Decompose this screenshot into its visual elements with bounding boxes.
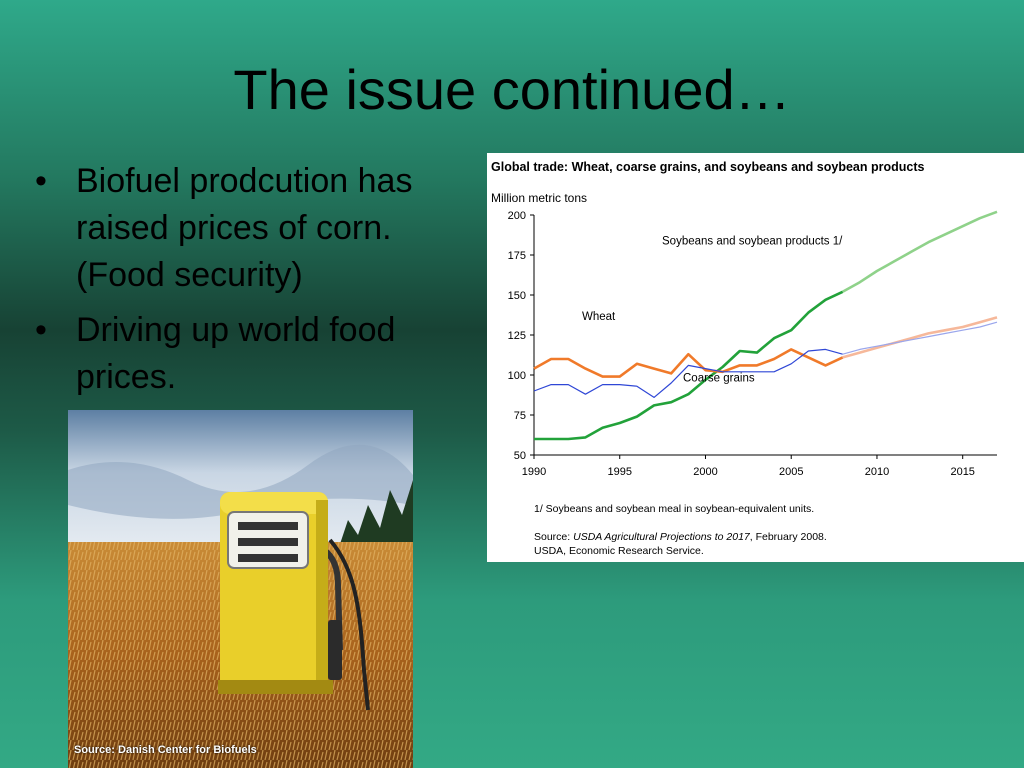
chart-title: Global trade: Wheat, coarse grains, and … — [491, 160, 924, 174]
bullet-list: • Biofuel prodcution has raised prices o… — [28, 158, 488, 409]
x-tick-label: 2000 — [693, 466, 717, 478]
chart-lines — [533, 210, 998, 441]
series-line-projection — [842, 316, 998, 359]
y-tick-label: 150 — [508, 290, 526, 302]
y-axis-label: Million metric tons — [491, 191, 587, 205]
chart-source-org: USDA, Economic Research Service. — [534, 545, 704, 557]
x-tick-label: 2015 — [950, 466, 974, 478]
x-tick-label: 2005 — [779, 466, 803, 478]
x-tick-label: 1995 — [607, 466, 631, 478]
series-label: Soybeans and soybean products 1/ — [662, 236, 843, 248]
bullet-dot: • — [35, 311, 47, 349]
chart-axes: 50 75 100 125 150 175 200 1990 1995 2000 2005 2010 2… — [508, 210, 997, 478]
slide-title: The issue continued… — [233, 58, 791, 121]
chart-footnote: 1/ Soybeans and soybean meal in soybean-… — [534, 503, 814, 515]
fuel-pump-photo: Source: Danish Center for Biofuels — [68, 410, 413, 768]
bullet-item: • Driving up world food prices. — [28, 307, 488, 401]
x-tick-label: 1990 — [522, 466, 546, 478]
photo-caption: Source: Danish Center for Biofuels — [74, 744, 257, 756]
y-tick-label: 175 — [508, 250, 526, 262]
y-tick-label: 50 — [514, 450, 526, 462]
bullet-text: Biofuel prodcution has raised prices of … — [76, 162, 413, 294]
y-tick-label: 200 — [508, 210, 526, 222]
chart-source: Source: USDA Agricultural Projections to… — [534, 531, 827, 543]
source-suffix: , February 2008. — [750, 531, 827, 543]
series-line-projection — [842, 321, 998, 355]
x-tick-label: 2010 — [865, 466, 889, 478]
y-tick-label: 75 — [514, 410, 526, 422]
series-label: Wheat — [582, 311, 616, 323]
bullet-text: Driving up world food prices. — [76, 311, 396, 396]
chart-series-labels: Soybeans and soybean products 1/Wheat Coa… — [582, 236, 843, 385]
series-line-projection — [842, 210, 998, 293]
series-line-historical — [533, 348, 843, 398]
fuel-pump — [218, 492, 370, 711]
source-prefix: Source: — [534, 531, 570, 543]
fuel-pump-illustration — [68, 410, 413, 768]
y-tick-label: 125 — [508, 330, 526, 342]
bullet-dot: • — [35, 162, 47, 200]
series-label: Coarse grains — [683, 372, 755, 384]
series-line-historical — [533, 348, 844, 378]
chart-panel: Global trade: Wheat, coarse grains, and … — [487, 153, 1024, 562]
tree-line — [338, 480, 413, 550]
source-title: USDA Agricultural Projections to 2017 — [573, 531, 751, 543]
series-line-historical — [534, 290, 844, 441]
y-tick-label: 100 — [508, 370, 526, 382]
trade-chart: Global trade: Wheat, coarse grains, and … — [491, 160, 998, 557]
bullet-item: • Biofuel prodcution has raised prices o… — [28, 158, 488, 299]
